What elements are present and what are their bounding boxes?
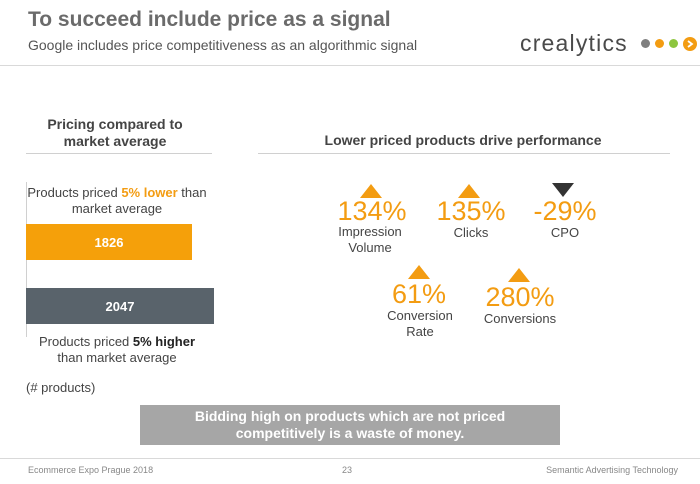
left-heading-line2: market average <box>63 133 167 149</box>
slide-title: To succeed include price as a signal <box>28 8 391 31</box>
lower-label-post: than <box>177 185 207 200</box>
footer-page-number: 23 <box>342 465 353 475</box>
logo-dot-gray <box>640 39 650 48</box>
lower-label-line2: market average <box>71 201 163 216</box>
metric-label-line2: Rate <box>406 324 434 339</box>
crealytics-logo: crealytics <box>520 30 697 57</box>
left-section-heading: Pricing compared to market average <box>20 116 210 150</box>
up-arrow-icon <box>508 268 530 282</box>
logo-arrow-icon <box>682 36 697 51</box>
slide-subtitle: Google includes price competitiveness as… <box>28 37 418 53</box>
metric-conversion-rate-value: 61% <box>391 279 447 309</box>
metric-label-line1: Conversion <box>387 308 453 323</box>
metric-conversion-rate-label: Conversion Rate <box>370 308 470 340</box>
metric-clicks-value: 135% <box>436 196 506 226</box>
higher-label-line2: than market average <box>57 350 177 365</box>
lower-label-pre: Products priced <box>27 185 122 200</box>
lower-priced-value: 1826 <box>94 234 124 250</box>
logo-dot-green <box>668 39 678 48</box>
up-arrow-icon <box>360 184 382 198</box>
metric-label-line2: Volume <box>348 240 392 255</box>
right-section-heading: Lower priced products drive performance <box>324 132 602 148</box>
higher-label-highlight: 5% higher <box>132 334 196 349</box>
footer-divider <box>0 458 700 459</box>
unit-note: (# products) <box>26 380 96 395</box>
higher-label-pre: Products priced <box>38 334 133 349</box>
lower-priced-label: Products priced 5% lower than market ave… <box>22 185 212 217</box>
down-arrow-icon <box>552 183 574 197</box>
conclusion-banner: Bidding high on products which are not p… <box>140 405 560 445</box>
footer-tagline: Semantic Advertising Technology <box>546 465 678 475</box>
header-divider <box>0 65 700 66</box>
metric-cpo-value: -29% <box>533 196 597 226</box>
banner-line2: competitively is a waste of money. <box>235 425 465 441</box>
higher-priced-value: 2047 <box>105 298 135 314</box>
metric-cpo-label: CPO <box>550 225 580 240</box>
left-heading-underline <box>26 153 212 154</box>
logo-dots <box>636 36 697 51</box>
logo-text: crealytics <box>520 30 628 56</box>
metric-conversions-label: Conversions <box>483 311 557 326</box>
up-arrow-icon <box>458 184 480 198</box>
lower-label-highlight: 5% lower <box>121 185 178 200</box>
right-heading-underline <box>258 153 670 154</box>
left-heading-line1: Pricing compared to <box>47 116 183 132</box>
metric-impression-volume-value: 134% <box>337 196 407 226</box>
footer-event: Ecommerce Expo Prague 2018 <box>28 465 154 475</box>
logo-dot-orange <box>654 39 664 48</box>
lower-priced-bar: 1826 <box>26 224 192 260</box>
metric-impression-volume-label: Impression Volume <box>320 224 420 256</box>
higher-priced-bar: 2047 <box>26 288 214 324</box>
metric-clicks-label: Clicks <box>453 225 489 240</box>
up-arrow-icon <box>408 265 430 279</box>
metric-label-line1: Impression <box>338 224 402 239</box>
higher-priced-label: Products priced 5% higher than market av… <box>22 334 212 366</box>
metric-conversions-value: 280% <box>485 282 555 312</box>
banner-line1: Bidding high on products which are not p… <box>194 408 506 424</box>
